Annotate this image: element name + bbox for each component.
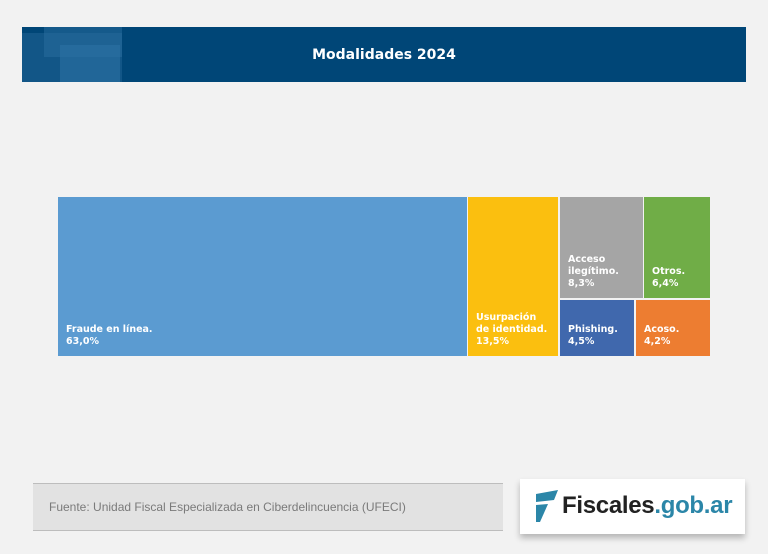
cell-label: Phishing. 4,5% — [568, 324, 618, 347]
chart-title: Modalidades 2024 — [312, 46, 456, 63]
cell-label: Fraude en línea. 63,0% — [66, 324, 153, 347]
chart-header: Modalidades 2024 — [22, 27, 746, 82]
treemap-cell-acceso: Acceso ilegítimo. 8,3% — [560, 197, 643, 298]
source-text: Fuente: Unidad Fiscal Especializada en C… — [49, 500, 406, 514]
source-note: Fuente: Unidad Fiscal Especializada en C… — [33, 483, 503, 531]
cell-label: Usurpación de identidad. 13,5% — [476, 312, 548, 347]
cell-label: Acoso. 4,2% — [644, 324, 680, 347]
treemap-cell-usurpacion: Usurpación de identidad. 13,5% — [468, 197, 558, 356]
header-decoration — [60, 45, 120, 82]
treemap-cell-acoso: Acoso. 4,2% — [636, 300, 710, 356]
fiscales-logo: Fiscales.gob.ar — [520, 479, 745, 534]
cell-label: Acceso ilegítimo. 8,3% — [568, 254, 619, 289]
logo-text: Fiscales.gob.ar — [562, 492, 733, 519]
fiscales-f-icon — [536, 490, 558, 522]
cell-label: Otros. 6,4% — [652, 266, 686, 289]
treemap-cell-phishing: Phishing. 4,5% — [560, 300, 634, 356]
treemap-chart: Fraude en línea. 63,0% Usurpación de ide… — [58, 197, 710, 356]
treemap-cell-otros: Otros. 6,4% — [644, 197, 710, 298]
treemap-cell-fraude: Fraude en línea. 63,0% — [58, 197, 467, 356]
